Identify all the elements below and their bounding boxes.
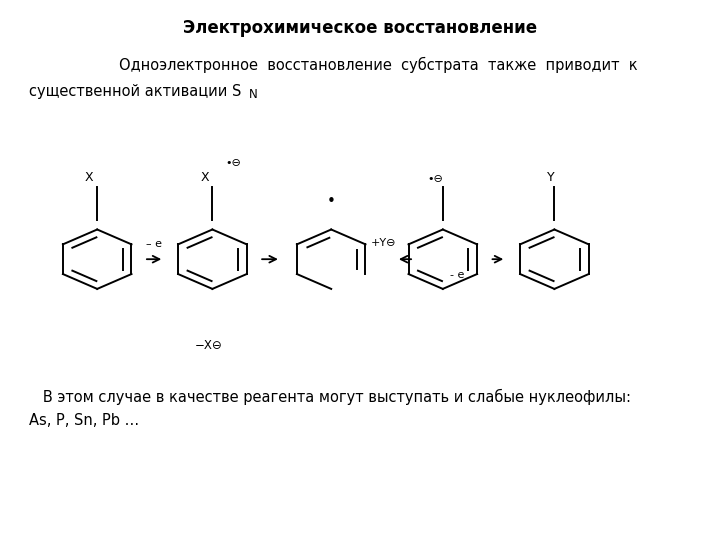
Text: •: • <box>327 194 336 209</box>
Text: - e: - e <box>450 270 464 280</box>
Text: Электрохимическое восстановление: Электрохимическое восстановление <box>183 19 537 37</box>
Text: +Y⊖: +Y⊖ <box>371 238 396 248</box>
Text: •⊖: •⊖ <box>225 158 241 168</box>
Text: В этом случае в качестве реагента могут выступать и слабые нуклеофилы:: В этом случае в качестве реагента могут … <box>29 389 631 405</box>
Text: N: N <box>248 88 257 101</box>
Text: −X⊖: −X⊖ <box>195 339 222 352</box>
Text: As, P, Sn, Pb …: As, P, Sn, Pb … <box>29 413 139 428</box>
Text: – e: – e <box>146 239 162 249</box>
Text: существенной активации S: существенной активации S <box>29 84 241 99</box>
Text: Одноэлектронное  восстановление  субстрата  также  приводит  к: Одноэлектронное восстановление субстрата… <box>82 57 638 73</box>
Text: X: X <box>84 172 93 185</box>
Text: •⊖: •⊖ <box>428 174 444 185</box>
Text: Y: Y <box>547 172 554 185</box>
Text: X: X <box>201 172 210 185</box>
